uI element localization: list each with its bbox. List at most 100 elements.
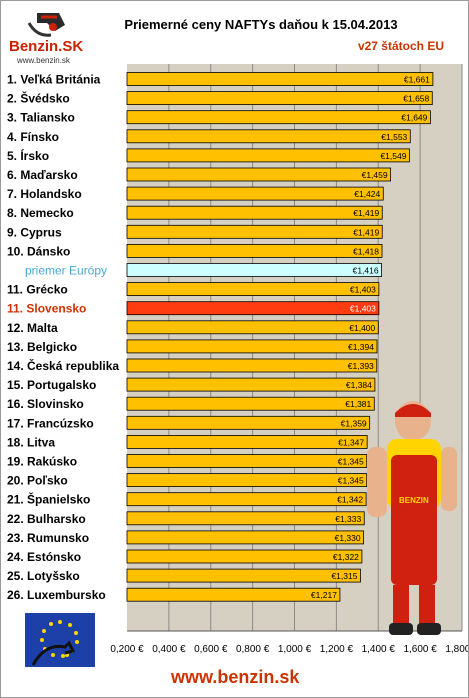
bar [126,243,383,258]
bar [126,224,383,239]
fuel-nozzle-icon [27,13,65,37]
bar-value-label: €1,381 [345,399,371,409]
bar-value-label: €1,347 [338,437,364,447]
category-label: 13. Belgicko [7,340,77,354]
bar [126,263,383,277]
bar-value-label: €1,359 [341,418,367,428]
bar [126,549,363,564]
bar-value-label: €1,345 [338,476,364,486]
bar-value-label: €1,342 [337,495,363,505]
bar [126,454,368,468]
category-label: 3. Taliansko [7,111,75,125]
bar [126,473,368,488]
benzin-logo: Benzin.SK www.benzin.sk [9,13,83,65]
category-label: 14. Česká republika [7,358,119,373]
logo-text: Benzin.SK [9,38,83,55]
bar [126,167,392,182]
category-label: 26. Luxembursko [7,588,106,602]
bar [126,568,361,583]
bar [126,358,378,373]
bar-value-label: €1,553 [381,132,407,142]
category-label: 22. Bulharsko [7,512,86,526]
bar-value-label: €1,403 [350,285,376,295]
category-label: 6. Maďarsko [7,168,78,182]
bar-value-label: €1,217 [311,590,337,600]
bar [126,186,384,201]
bar [126,91,433,105]
category-label: 10. Dánsko [7,244,70,258]
chart-subtitle: v27 štátoch EU [357,39,444,53]
eu-flag-image [25,613,95,667]
mechanic-figure: BENZIN [367,401,457,635]
category-label: 19. Rakúsko [7,455,77,469]
category-label: 24. Estónsko [7,550,81,564]
category-label: 15. Portugalsko [7,378,96,392]
bar-value-label: €1,315 [331,571,357,581]
bar [126,434,368,449]
category-label: 23. Rumunsko [7,531,89,545]
category-labels: 1. Veľká Británia 2. Švédsko 3. Taliansko 4… [7,73,119,603]
category-label: 5. Írsko [7,148,49,163]
bar [126,148,410,163]
bar [126,415,371,430]
bar [126,301,380,316]
bar-value-label: €1,333 [335,514,361,524]
x-tick-label: 1,800 € [445,644,468,655]
bar-value-label: €1,416 [353,266,379,276]
bar [126,72,434,86]
bar-value-label: €1,330 [335,533,361,543]
bar [126,511,365,526]
bar [126,587,341,602]
bar-value-label: €1,400 [349,323,375,333]
bar [126,396,375,411]
logo-url: www.benzin.sk [16,56,71,65]
bar-value-label: €1,418 [353,246,379,256]
bar-value-label: €1,384 [346,380,372,390]
category-label: 17. Francúzsko [7,416,94,430]
x-tick-label: 0,600 € [194,644,228,655]
category-label: 21. Španielsko [7,492,90,507]
bar [126,492,367,507]
bar [126,110,431,125]
x-tick-label: 1,000 € [278,644,312,655]
category-label: 4. Fínsko [7,130,59,144]
bar-value-label: €1,459 [362,170,388,180]
x-tick-label: 1,400 € [362,644,396,655]
bar-value-label: €1,393 [348,361,374,371]
x-tick-label: 1,200 € [320,644,354,655]
bar [126,129,411,144]
category-label: 11. Slovensko [7,302,86,316]
bar-value-label: €1,661 [404,75,430,85]
bar [126,320,379,335]
bar [126,205,383,220]
bar [126,282,380,297]
footer-url: www.benzin.sk [171,667,300,687]
bars [126,72,434,602]
bar [126,339,378,354]
bar-value-label: €1,345 [338,457,364,467]
category-label: 1. Veľká Británia [7,73,101,87]
svg-text:BENZIN: BENZIN [399,496,429,505]
x-tick-label: 0,200 € [110,644,144,655]
category-label: 25. Lotyšsko [7,569,80,583]
value-labels: €1,661 €1,658 €1,649 €1,553 €1,549 €1,459 €1,4… [311,75,430,601]
bar-value-label: €1,419 [353,208,379,218]
x-axis-tick-labels: 0,200 € 0,400 € 0,600 € 0,800 € 1,000 € 1,200… [110,644,468,655]
category-label: 11. Grécko [7,283,68,297]
category-label: 20. Poľsko [7,474,68,488]
bar-value-label: €1,322 [333,552,359,562]
bar [126,377,376,392]
bar-value-label: €1,419 [353,227,379,237]
category-label: 12. Malta [7,321,58,335]
bar-value-label: €1,649 [401,113,427,123]
bar-value-label: €1,424 [354,189,380,199]
category-label: 7. Holandsko [7,187,82,201]
chart-title: Priemerné ceny NAFTYs daňou k 15.04.2013 [124,17,398,32]
category-label: 8. Nemecko [7,206,74,220]
x-tick-label: 0,800 € [236,644,270,655]
category-label: priemer Európy [25,264,107,278]
bar [126,530,364,545]
category-label: 18. Litva [7,435,55,449]
